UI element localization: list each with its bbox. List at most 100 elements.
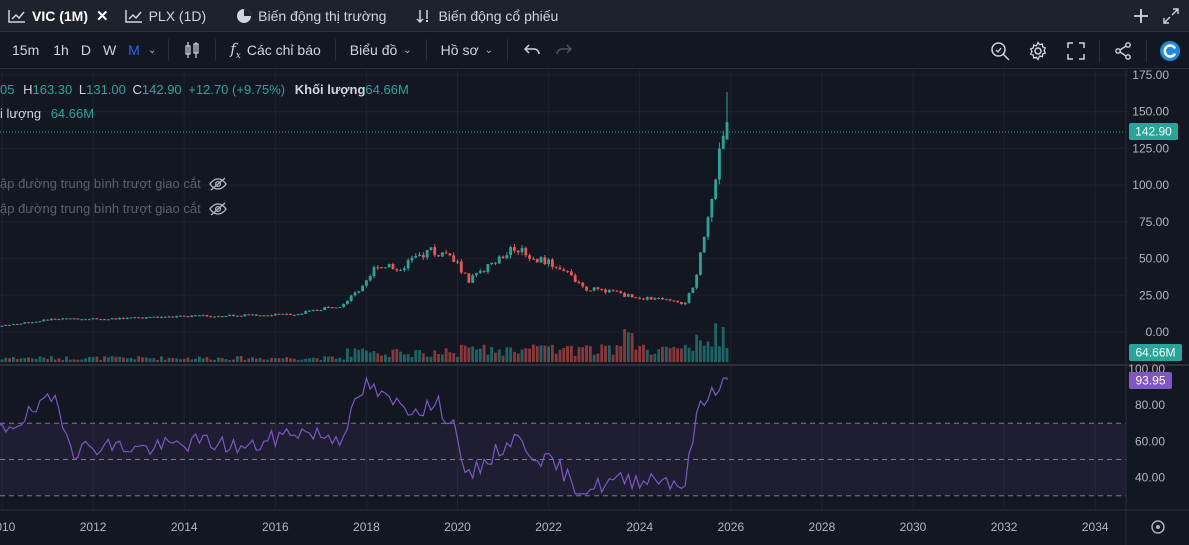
- volume-bar: [596, 353, 600, 362]
- undo-button[interactable]: [516, 32, 548, 69]
- quick-search-button[interactable]: [981, 32, 1019, 69]
- candle: [562, 269, 566, 272]
- volume-bar: [289, 358, 292, 362]
- volume-bar: [296, 359, 300, 362]
- candle: [84, 319, 87, 321]
- volume-bar: [668, 348, 672, 362]
- price-chart[interactable]: 175.00 150.00 125.00 100.00 75.00 50.00 25.00 0…: [0, 70, 1189, 545]
- chart-area[interactable]: 175.00 150.00 125.00 100.00 75.00 50.00 25.00 0…: [0, 70, 1189, 545]
- volume-bar: [585, 345, 588, 362]
- candle: [186, 316, 190, 318]
- indicator-row[interactable]: ập đường trung bình trượt giao cắt: [0, 176, 227, 191]
- brand-logo-button[interactable]: [1151, 32, 1189, 69]
- eye-off-icon[interactable]: [208, 177, 227, 191]
- candle: [642, 298, 645, 300]
- tab-vic[interactable]: VIC (1M) ✕: [0, 0, 117, 32]
- chart-type-button[interactable]: Biểu đồ ⌄: [344, 42, 418, 58]
- legend-volume-key: Khối lượng: [294, 82, 366, 97]
- candle: [144, 317, 148, 319]
- expand-icon[interactable]: [1163, 8, 1179, 24]
- eye-off-icon[interactable]: [208, 202, 227, 216]
- chevron-down-icon[interactable]: ⌄: [147, 44, 157, 56]
- timeframe-15m[interactable]: 15m: [12, 42, 40, 58]
- volume-bar: [137, 356, 141, 362]
- timeframe-1h[interactable]: 1h: [53, 42, 69, 58]
- volume-bar: [179, 359, 182, 362]
- volume-bar: [281, 358, 285, 362]
- candle: [516, 250, 520, 253]
- candle: [509, 247, 513, 256]
- profile-button[interactable]: Hồ sơ ⌄: [435, 42, 499, 58]
- candle: [528, 255, 532, 259]
- close-icon[interactable]: ✕: [96, 7, 109, 25]
- volume-bar: [76, 359, 80, 362]
- axis-settings-icon[interactable]: [1151, 520, 1165, 534]
- tab-plx[interactable]: PLX (1D): [117, 0, 215, 32]
- volume-bar: [501, 355, 505, 362]
- timeframe-w[interactable]: W: [102, 42, 117, 58]
- volume-bar: [228, 359, 232, 362]
- candle: [596, 287, 600, 290]
- candle: [653, 298, 657, 300]
- candle: [61, 318, 65, 320]
- volume-bar: [569, 345, 573, 362]
- candle: [691, 287, 695, 294]
- candle: [57, 319, 61, 321]
- volume-bar: [634, 349, 638, 362]
- volume-bar: [308, 358, 311, 362]
- candle: [68, 318, 72, 320]
- time-axis[interactable]: 2010 2012 2014 2016 2018 2020 2022 2024 2026 2028…: [0, 520, 1109, 534]
- timeframe-m[interactable]: M: [128, 42, 140, 58]
- candle: [626, 294, 630, 297]
- candle-type-button[interactable]: [177, 32, 207, 69]
- settings-button[interactable]: [1019, 32, 1057, 69]
- candle: [327, 306, 330, 308]
- volume-bar: [4, 357, 8, 362]
- time-axis-label: 2014: [171, 520, 198, 534]
- indicator-row[interactable]: ập đường trung bình trượt giao cắt: [0, 201, 227, 216]
- candle: [239, 315, 243, 317]
- plus-icon[interactable]: [1133, 8, 1149, 24]
- volume-bar: [478, 348, 482, 362]
- volume-bar: [144, 357, 148, 362]
- candle: [319, 310, 323, 312]
- volume-bar: [566, 345, 569, 362]
- candle: [467, 273, 471, 283]
- candle: [292, 314, 296, 316]
- volume-bar: [372, 351, 376, 362]
- gear-icon: [1029, 40, 1047, 61]
- volume-bar: [103, 356, 106, 362]
- candle: [76, 318, 80, 320]
- volume-bar: [676, 348, 680, 362]
- volume-bar: [304, 358, 308, 362]
- candle: [46, 319, 49, 321]
- candle: [330, 306, 334, 308]
- volume-bar: [626, 332, 630, 362]
- legend-volume: 64.66M: [365, 82, 409, 97]
- price-axis[interactable]: 175.00 150.00 125.00 100.00 75.00 50.00 25.00 0…: [1132, 70, 1169, 339]
- chevron-down-icon: ⌄: [403, 44, 412, 56]
- volume-bar: [110, 356, 114, 362]
- volume-bar: [695, 334, 699, 362]
- share-button[interactable]: [1104, 32, 1142, 69]
- volume-bar: [406, 354, 410, 362]
- indicators-button[interactable]: fx Các chỉ báo: [224, 40, 327, 61]
- candle: [649, 297, 653, 300]
- volume-bar: [718, 346, 721, 362]
- tab-stock-movement[interactable]: Biến động cổ phiếu: [408, 0, 566, 32]
- candle: [421, 254, 425, 258]
- timeframe-d[interactable]: D: [80, 42, 91, 58]
- fullscreen-button[interactable]: [1057, 32, 1095, 69]
- volume-bar: [414, 350, 418, 362]
- tab-market-movement[interactable]: Biến động thị trường: [228, 0, 394, 32]
- legend-l-key: L: [78, 82, 87, 97]
- candle: [228, 314, 232, 317]
- candle: [581, 282, 585, 287]
- volume-bar: [395, 348, 399, 362]
- candle: [349, 295, 353, 301]
- volume-bar: [532, 344, 535, 362]
- candle: [11, 323, 15, 325]
- redo-button[interactable]: [548, 32, 580, 69]
- volume-bar: [607, 345, 611, 362]
- volume-bar: [65, 356, 68, 362]
